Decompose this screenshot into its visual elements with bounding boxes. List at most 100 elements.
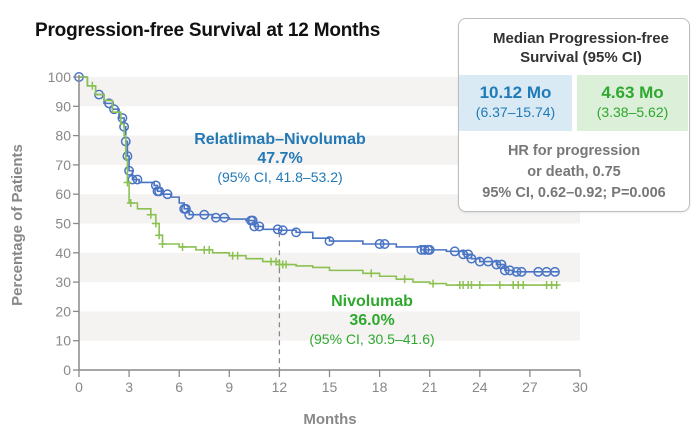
- x-tick-label: 3: [125, 379, 133, 395]
- y-tick-label: 70: [55, 157, 71, 173]
- censor-marker: [419, 244, 430, 255]
- heading-line-1: Median Progression-free: [493, 30, 669, 47]
- chart-title: Progression-free Survival at 12 Months: [35, 20, 381, 41]
- arm2-median-cell: 4.63 Mo (3.38–5.62): [577, 75, 688, 131]
- y-tick-label: 30: [55, 274, 71, 290]
- censor-marker: [247, 215, 258, 226]
- y-tick-label: 90: [55, 98, 71, 114]
- censor-marker: [254, 221, 265, 232]
- x-tick-label: 18: [372, 379, 388, 395]
- censor-marker: [324, 236, 335, 247]
- arm1-name: Relatlimab–Nivolumab: [194, 131, 366, 148]
- median-pfs-heading: Median Progression-free Survival (95% CI…: [459, 29, 689, 67]
- x-tick-label: 12: [272, 379, 288, 395]
- censor-marker: [475, 281, 484, 290]
- hazard-ratio-text: HR for progression or death, 0.75 95% CI…: [459, 141, 689, 204]
- censor-marker: [124, 165, 135, 176]
- censor-marker: [367, 269, 376, 278]
- censor-marker: [126, 198, 135, 207]
- x-tick-label: 27: [522, 379, 538, 395]
- survival-curves: [74, 72, 561, 290]
- hr-line-1: HR for progression: [507, 143, 641, 159]
- y-tick-label: 40: [55, 245, 71, 261]
- censor-marker: [499, 265, 510, 276]
- censor-marker: [277, 225, 288, 236]
- x-tick-label: 24: [472, 379, 488, 395]
- y-tick-label: 0: [63, 362, 71, 378]
- y-tick-label: 20: [55, 303, 71, 319]
- arm1-median-cell: 10.12 Mo (6.37–15.74): [459, 75, 572, 131]
- censor-marker: [88, 81, 97, 90]
- censor-marker: [151, 219, 160, 228]
- x-tick-label: 30: [572, 379, 588, 395]
- censor-marker: [219, 212, 230, 223]
- arm1-annotation: Relatlimab–Nivolumab 47.7% (95% CI, 41.8…: [175, 130, 385, 187]
- survival-curve: [79, 76, 559, 286]
- heading-line-2: Survival (95% CI): [520, 49, 642, 66]
- censor-marker: [483, 256, 494, 267]
- band: [79, 311, 580, 341]
- y-tick-label: 100: [48, 69, 72, 85]
- series-nivolumab: [79, 76, 561, 290]
- x-tick-label: 15: [322, 379, 338, 395]
- censor-marker: [291, 227, 302, 238]
- censor-marker: [184, 209, 195, 220]
- censor-marker: [146, 210, 155, 219]
- censor-marker: [449, 246, 460, 257]
- arm1-ci: (95% CI, 41.8–53.2): [217, 169, 343, 185]
- censor-marker: [400, 275, 409, 284]
- arm2-annotation: Nivolumab 36.0% (95% CI, 30.5–41.6): [272, 292, 472, 349]
- censor-marker: [466, 253, 477, 264]
- y-tick-label: 10: [55, 333, 71, 349]
- censor-marker: [162, 189, 173, 200]
- censor-marker: [127, 174, 138, 185]
- censor-marker: [199, 209, 210, 220]
- censor-marker: [272, 224, 283, 235]
- hr-line-2: or death, 0.75: [527, 164, 621, 180]
- censor-marker: [205, 245, 214, 254]
- y-tick-label: 50: [55, 216, 71, 232]
- censor-marker: [467, 281, 476, 290]
- censor-marker: [424, 244, 435, 255]
- censor-marker: [429, 279, 438, 288]
- censor-marker: [491, 259, 502, 270]
- censor-marker: [158, 240, 167, 249]
- arm2-ci: (95% CI, 30.5–41.6): [309, 331, 435, 347]
- arm2-median-ci: (3.38–5.62): [596, 104, 669, 120]
- series-relatlimab-nivolumab: [74, 72, 560, 277]
- x-tick-label: 21: [422, 379, 438, 395]
- axes: 0 10 20 30 40 50 60 70 80 90 100 0 3 6 9 12 15 18 21 24 27 30: [48, 69, 588, 395]
- censor-marker: [132, 174, 143, 185]
- censor-marker: [511, 266, 522, 277]
- censor-marker: [519, 281, 528, 290]
- censor-marker: [374, 239, 385, 249]
- y-axis-label: Percentage of Patients: [9, 144, 26, 306]
- censor-marker: [495, 281, 504, 290]
- censor-marker: [104, 98, 115, 109]
- censor-marker: [155, 231, 164, 240]
- arm1-pct: 47.7%: [257, 150, 303, 167]
- arm1-median-ci: (6.37–15.74): [475, 104, 556, 120]
- censor-marker: [282, 260, 291, 269]
- y-tick-label: 60: [55, 186, 71, 202]
- censor-marker: [178, 242, 187, 251]
- censor-marker: [516, 266, 527, 277]
- x-tick-label: 9: [225, 379, 233, 395]
- censor-marker: [249, 221, 260, 232]
- censor-marker: [233, 251, 242, 260]
- y-tick-label: 80: [55, 128, 71, 144]
- x-axis-label: Months: [303, 411, 356, 428]
- censor-marker: [550, 266, 560, 277]
- x-tick-label: 6: [175, 379, 183, 395]
- arm1-median-value: 10.12 Mo: [479, 83, 552, 102]
- censor-marker: [504, 265, 515, 276]
- arm2-median-value: 4.63 Mo: [601, 83, 664, 102]
- censor-marker: [552, 281, 561, 290]
- censor-marker: [123, 178, 132, 187]
- x-tick-label: 0: [75, 379, 83, 395]
- censor-marker: [458, 249, 469, 260]
- censor-marker: [379, 239, 390, 249]
- arm2-pct: 36.0%: [349, 312, 395, 329]
- censor-marker: [109, 104, 120, 115]
- arm2-name: Nivolumab: [331, 293, 413, 310]
